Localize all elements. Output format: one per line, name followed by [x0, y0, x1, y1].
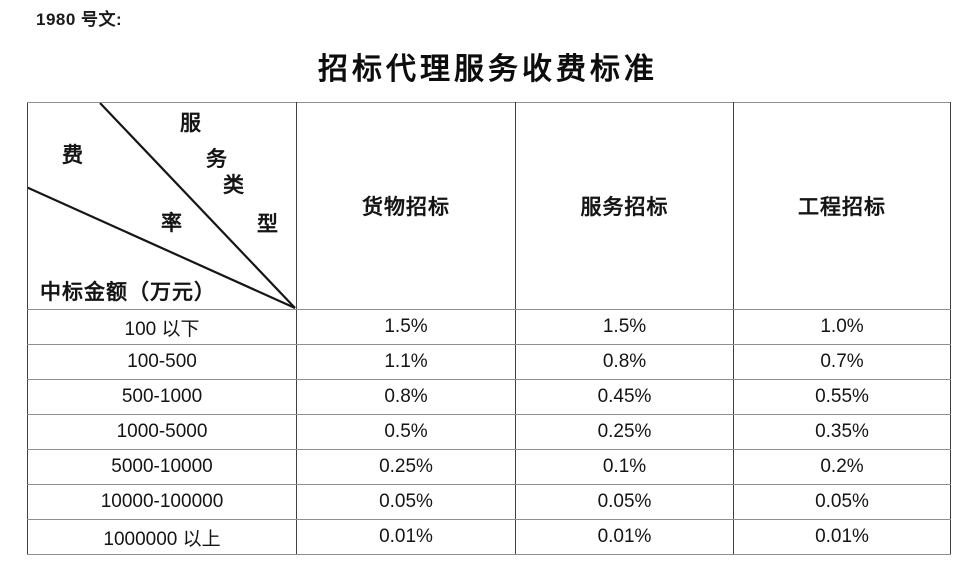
rate-cell-goods: 0.5%	[296, 414, 516, 450]
rate-cell-engineering: 0.01%	[733, 519, 951, 555]
corner-rate-char: 率	[161, 211, 183, 235]
rate-cell-goods: 1.5%	[296, 309, 516, 345]
rate-cell-service: 0.25%	[515, 414, 734, 450]
rate-cell-goods: 0.01%	[296, 519, 516, 555]
table-row: 5000-10000 0.25% 0.1% 0.2%	[27, 449, 951, 485]
table-row: 100-500 1.1% 0.8% 0.7%	[27, 344, 951, 380]
rate-cell-goods: 0.8%	[296, 379, 516, 415]
fee-table: 服 费 务 类 率 型 中标金额（万元） 货物招标 服务招标 工程招标 100 …	[27, 102, 951, 555]
table-row: 1000-5000 0.5% 0.25% 0.35%	[27, 414, 951, 450]
column-header-service: 服务招标	[515, 102, 734, 310]
diagonal-lines	[28, 103, 296, 309]
rate-cell-engineering: 1.0%	[733, 309, 951, 345]
rate-cell-service: 0.1%	[515, 449, 734, 485]
rate-cell-engineering: 0.55%	[733, 379, 951, 415]
rate-cell-service: 0.01%	[515, 519, 734, 555]
corner-service-type-char: 型	[257, 212, 279, 236]
rate-cell-goods: 0.25%	[296, 449, 516, 485]
amount-range-cell: 10000-100000	[27, 484, 297, 520]
rate-cell-engineering: 0.2%	[733, 449, 951, 485]
corner-fee-char: 费	[62, 143, 84, 167]
rate-cell-service: 0.45%	[515, 379, 734, 415]
rate-cell-engineering: 0.05%	[733, 484, 951, 520]
amount-range-cell: 5000-10000	[27, 449, 297, 485]
corner-service-type-char: 务	[206, 147, 228, 171]
corner-service-type-char: 服	[180, 111, 202, 135]
rate-cell-engineering: 0.35%	[733, 414, 951, 450]
amount-range-cell: 100 以下	[27, 309, 297, 345]
rate-cell-service: 1.5%	[515, 309, 734, 345]
rate-cell-goods: 0.05%	[296, 484, 516, 520]
doc-number-note: 1980 号文:	[36, 10, 123, 29]
amount-range-cell: 100-500	[27, 344, 297, 380]
diagonal-header-cell: 服 费 务 类 率 型 中标金额（万元）	[27, 102, 297, 310]
column-header-engineering: 工程招标	[733, 102, 951, 310]
amount-range-cell: 1000000 以上	[27, 519, 297, 555]
rate-cell-service: 0.8%	[515, 344, 734, 380]
table-row: 500-1000 0.8% 0.45% 0.55%	[27, 379, 951, 415]
diagonal-header-content: 服 费 务 类 率 型 中标金额（万元）	[28, 103, 296, 309]
corner-service-type-char: 类	[223, 173, 245, 197]
page-title: 招标代理服务收费标准	[318, 53, 658, 86]
rate-cell-service: 0.05%	[515, 484, 734, 520]
rate-cell-engineering: 0.7%	[733, 344, 951, 380]
table-row: 100 以下 1.5% 1.5% 1.0%	[27, 309, 951, 345]
table-row: 1000000 以上 0.01% 0.01% 0.01%	[27, 519, 951, 555]
header-row: 服 费 务 类 率 型 中标金额（万元） 货物招标 服务招标 工程招标	[27, 102, 951, 310]
column-header-goods: 货物招标	[296, 102, 516, 310]
rate-cell-goods: 1.1%	[296, 344, 516, 380]
corner-amount-axis-label: 中标金额（万元）	[40, 280, 216, 304]
table-row: 10000-100000 0.05% 0.05% 0.05%	[27, 484, 951, 520]
amount-range-cell: 1000-5000	[27, 414, 297, 450]
amount-range-cell: 500-1000	[27, 379, 297, 415]
